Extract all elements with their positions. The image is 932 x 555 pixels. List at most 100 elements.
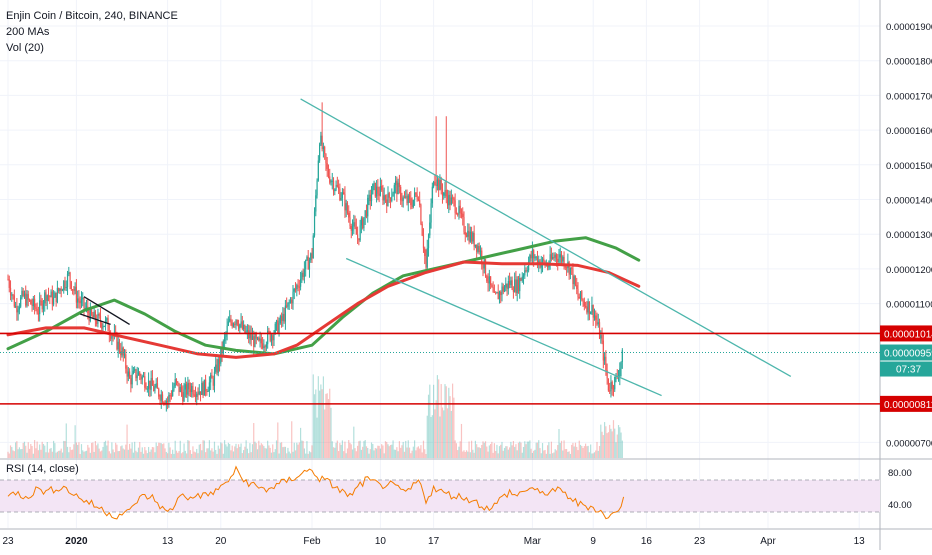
volume-bar [36,441,38,458]
candle-body [245,331,247,333]
candle-body [212,378,214,386]
volume-bar [476,444,478,458]
candle-body [505,283,507,288]
candle-body [525,270,527,272]
candle-body [473,232,475,247]
candle-body [388,193,390,198]
volume-bar [393,449,395,458]
volume-bar [255,443,257,458]
candle-body [36,308,38,314]
candle-body [387,193,389,206]
volume-bar [378,445,380,458]
candle-body [495,292,497,294]
volume-bar [349,442,351,458]
ma-legend[interactable]: 200 MAs [6,26,50,38]
volume-bar [232,451,235,458]
candle-body [572,268,574,285]
candle-body [526,270,528,272]
candle-body [20,297,22,307]
candle-body [241,321,243,330]
candle-body [462,213,464,218]
volume-bar [441,407,444,458]
volume-bar [483,442,485,458]
volume-bar [319,390,321,458]
volume-bar [97,443,99,458]
candle-body [286,305,288,307]
volume-bar [453,397,455,458]
candle-body [170,395,172,397]
candle-body [225,333,227,337]
candle-body [22,290,24,296]
volume-bar [351,449,354,458]
volume-bar [519,441,521,458]
candle-body [484,259,487,277]
candle-body [386,199,388,206]
candle-body [610,382,612,391]
candle-body [83,297,85,309]
volume-bar [275,440,278,458]
candle-body [174,379,176,387]
volume-bar [264,448,266,458]
candle-body [329,176,331,183]
candle-body [585,305,587,307]
candle-body [151,377,153,386]
volume-bar [562,450,564,458]
volume-bar [583,446,585,458]
candle-body [548,265,550,268]
candle-body [362,218,364,229]
candle-body [501,286,503,296]
volume-bar [18,447,20,458]
volume-bar [32,453,34,458]
volume-bar [615,442,617,458]
candle-body [425,255,427,268]
candle-body [378,193,380,196]
volume-bar [620,432,622,458]
candle-body [45,292,47,301]
candle-body [320,135,322,145]
volume-legend[interactable]: Vol (20) [6,42,44,54]
candle-body [604,356,606,361]
candle-body [229,318,231,322]
volume-bar [59,450,61,458]
volume-bar [558,429,560,458]
volume-bar [99,451,102,458]
volume-bar [115,442,117,458]
volume-bar [310,452,312,458]
candle-body [605,356,607,371]
price-tick-label: 0.00001200 [886,265,932,276]
candle-body [553,256,555,258]
volume-bar [464,451,466,458]
candle-body [69,272,71,282]
candle-body [150,377,152,390]
volume-bar [357,445,359,458]
volume-bar [502,450,504,458]
candle-body [254,334,256,347]
candle-body [458,205,460,215]
volume-bar [235,443,237,458]
symbol-title[interactable]: Enjin Coin / Bitcoin, 240, BINANCE [6,10,178,22]
volume-bar [78,442,80,458]
candle-body [269,331,271,341]
volume-bar [101,450,103,458]
candle-body [194,395,197,397]
volume-bar [197,453,199,458]
volume-bar [129,443,131,458]
volume-bar [457,450,459,458]
rsi-legend[interactable]: RSI (14, close) [6,463,79,475]
volume-bar [367,447,369,458]
candle-body [53,297,55,305]
volume-bar [486,446,488,458]
candle-body [547,264,549,268]
candle-body [364,210,366,218]
volume-bar [240,443,242,458]
price-tick-label: 0.00001100 [886,300,932,311]
volume-bar [251,444,254,458]
candle-body [516,279,518,294]
volume-bar [312,374,314,458]
volume-bar [416,447,418,458]
volume-bar [54,443,56,458]
volume-bar [73,444,75,458]
candle-body [144,376,146,388]
candle-body [139,372,141,376]
